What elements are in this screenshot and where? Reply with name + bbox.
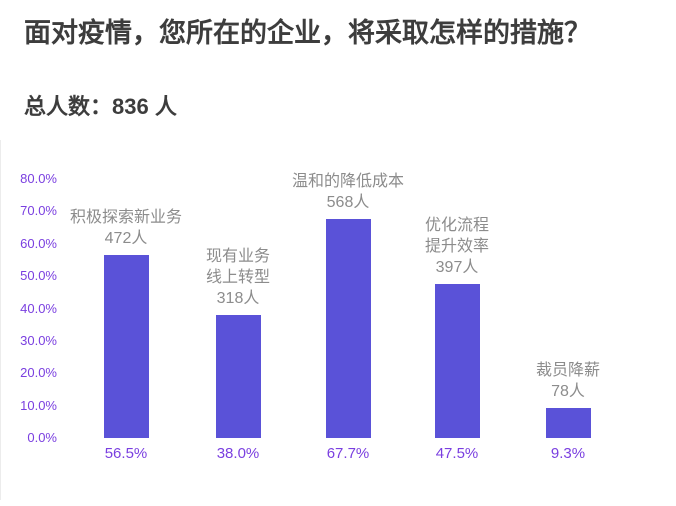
bar-label: 裁员降薪 78人	[478, 360, 658, 402]
bar-count-label: 472人	[104, 230, 148, 248]
bar-label: 积极探索新业务 472人	[36, 207, 216, 249]
bar-percent-label: 9.3%	[550, 445, 586, 462]
bar-count-label: 318人	[216, 289, 260, 307]
y-axis-tick-label: 40.0%	[20, 300, 57, 316]
y-axis-tick-label: 10.0%	[20, 397, 57, 413]
bar-count-label: 568人	[326, 193, 370, 211]
bar-percent-label: 38.0%	[216, 445, 260, 462]
bar-label: 温和的降低成本 568人	[258, 171, 438, 213]
bar-percent-label: 47.5%	[435, 445, 479, 462]
bar-count-label: 397人	[435, 259, 479, 277]
bar-3	[325, 218, 371, 438]
left-edge-line	[0, 140, 1, 500]
bar-category-label: 积极探索新业务	[69, 209, 182, 227]
y-axis-tick-label: 30.0%	[20, 332, 57, 348]
bar-category-label: 提升效率	[424, 238, 489, 256]
y-axis-tick-label: 60.0%	[20, 235, 57, 251]
bar-category-label: 线上转型	[205, 268, 270, 286]
bar-label: 现有业务线上转型 318人	[148, 246, 328, 309]
bar-category-label: 优化流程	[424, 217, 489, 235]
page-title: 面对疫情，您所在的企业，将采取怎样的措施？	[24, 18, 591, 48]
bar-4	[434, 284, 480, 438]
y-axis-tick-label: 70.0%	[20, 203, 57, 219]
bar-category-label: 温和的降低成本	[291, 172, 404, 190]
bar-5	[545, 407, 591, 438]
bar-category-label: 现有业务	[205, 247, 270, 265]
bar-category-label: 裁员降薪	[535, 361, 600, 379]
y-axis-tick-label: 80.0%	[20, 171, 57, 186]
bar-percent-label: 67.7%	[326, 445, 370, 462]
y-axis-tick-label: 0.0%	[27, 430, 57, 445]
bar-label: 优化流程提升效率 397人	[367, 215, 547, 278]
y-axis-tick-label: 50.0%	[20, 268, 57, 284]
bar-percent-label: 56.5%	[104, 445, 148, 462]
bar-1	[103, 255, 149, 438]
bar-2	[215, 314, 261, 438]
bar-count-label: 78人	[551, 382, 585, 400]
y-axis-tick-label: 20.0%	[20, 365, 57, 381]
total-respondents-label: 总人数：836 人	[24, 94, 177, 119]
